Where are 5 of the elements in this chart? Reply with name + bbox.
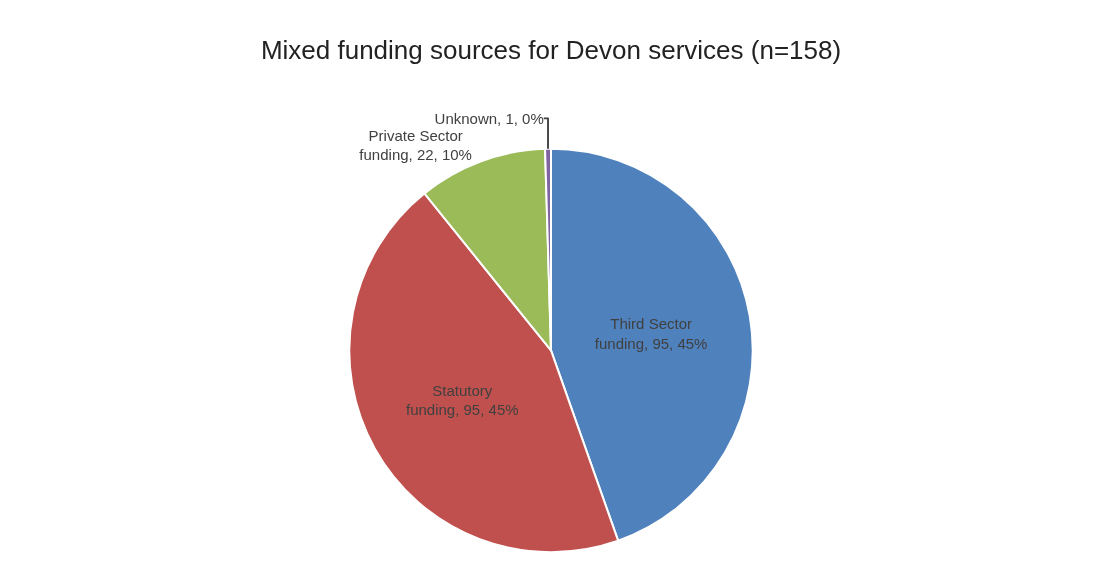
slice-label: Statutory funding, 95, 45% (405, 381, 519, 419)
slice-label: Unknown, 1, 0% (434, 109, 544, 127)
chart-title: Mixed funding sources for Devon services (n=158) (260, 34, 842, 65)
slice-label: Private Sector funding, 22, 10% (359, 126, 472, 164)
slice-label: Third Sector funding, 95, 45% (594, 315, 708, 352)
